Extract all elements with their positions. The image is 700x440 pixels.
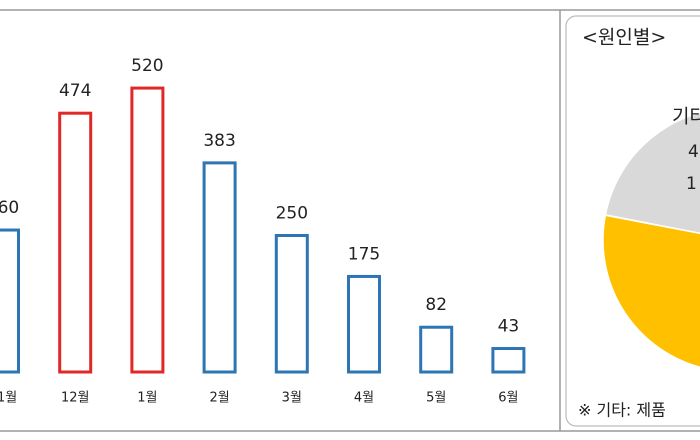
x-tick-label: 3월 [282, 391, 302, 406]
value-label: 43 [498, 317, 520, 337]
pie-panel [565, 15, 700, 427]
value-label: 383 [203, 131, 235, 151]
pie-title: <원인별> [582, 27, 666, 49]
bar [202, 161, 237, 374]
value-label: 260 [0, 198, 19, 218]
slice-label: 4 [688, 142, 699, 162]
pie-slice [604, 111, 700, 234]
slice-label: 기타 [672, 106, 700, 128]
slice-label: 1 [686, 174, 697, 194]
x-tick-label: 6월 [498, 391, 518, 406]
bar [0, 228, 20, 374]
bar [419, 325, 454, 374]
value-label: 474 [59, 81, 91, 101]
x-tick-label: 5월 [426, 391, 446, 406]
x-tick-label: 11월 [0, 391, 17, 406]
value-label: 175 [348, 244, 380, 264]
bar [347, 274, 381, 374]
x-tick-label: 12월 [61, 391, 90, 406]
value-label: 250 [276, 204, 308, 224]
bar [274, 234, 309, 374]
pie-note: ※ 기타: 제품 [578, 401, 666, 420]
bar [491, 347, 526, 374]
pie-slice [602, 214, 700, 368]
bar [58, 111, 93, 374]
value-label: 520 [131, 56, 163, 76]
x-tick-label: 1월 [137, 391, 157, 406]
x-tick-label: 4월 [354, 391, 374, 406]
value-label: 82 [425, 295, 447, 315]
pie [602, 111, 700, 368]
bar [130, 86, 165, 374]
x-tick-label: 2월 [209, 391, 229, 406]
